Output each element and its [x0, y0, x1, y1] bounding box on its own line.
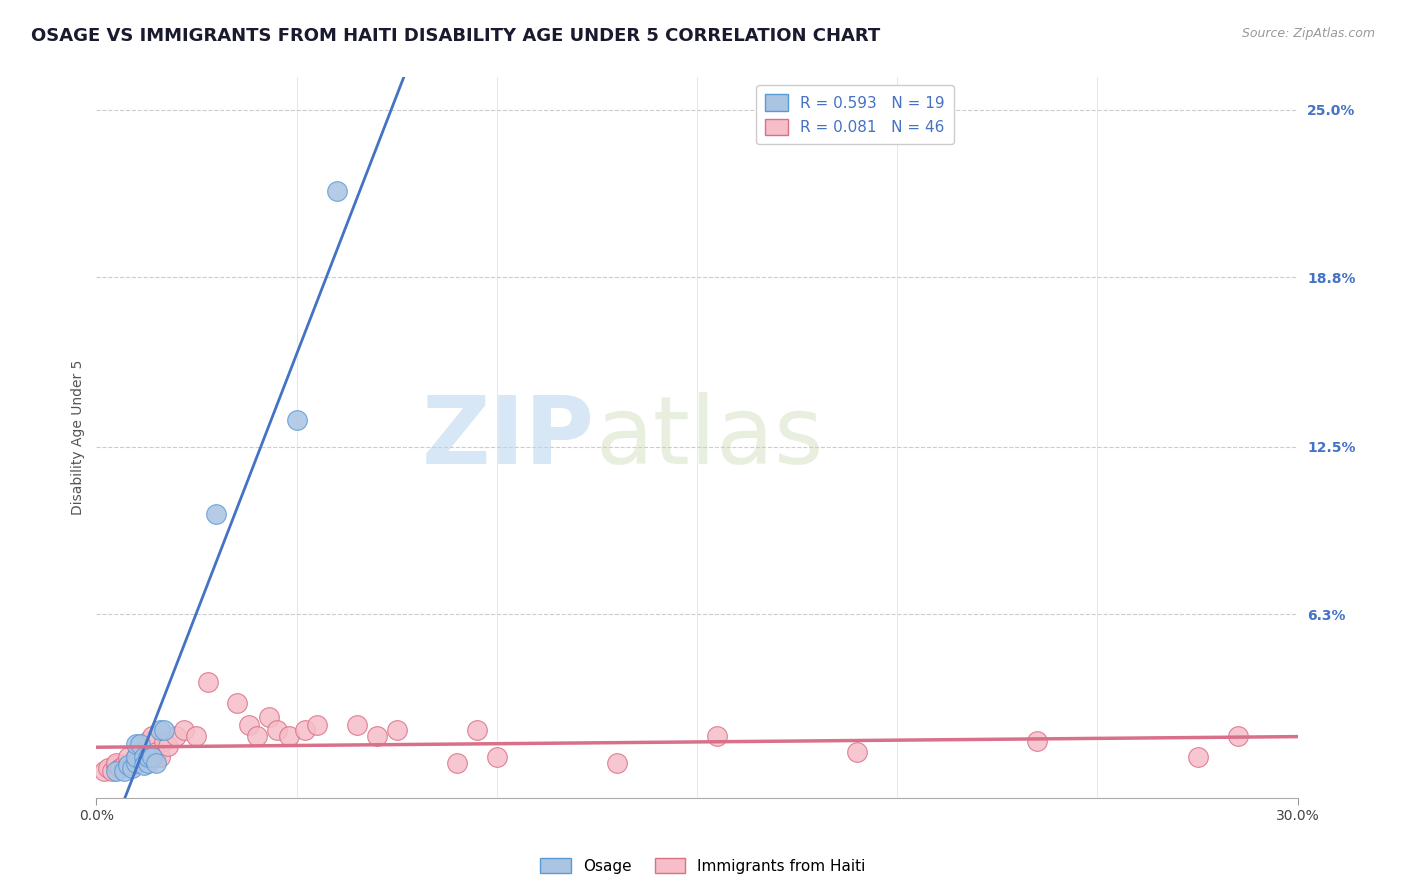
Point: [141, 750, 163, 764]
Point: [105, 764, 128, 778]
Point: [134, 745, 156, 759]
Point: [225, 696, 247, 710]
Point: [117, 756, 139, 770]
Point: [125, 750, 148, 764]
Point: [112, 764, 135, 778]
Point: [141, 729, 163, 743]
Point: [153, 723, 176, 738]
Y-axis label: Disability Age Under 5: Disability Age Under 5: [72, 359, 86, 516]
Point: [145, 745, 167, 759]
Point: [110, 761, 132, 775]
Point: [325, 184, 347, 198]
Point: [145, 750, 167, 764]
Point: [238, 718, 260, 732]
Point: [134, 750, 156, 764]
Point: [706, 729, 728, 743]
Point: [277, 729, 299, 743]
Point: [385, 723, 408, 738]
Legend: R = 0.593   N = 19, R = 0.081   N = 46: R = 0.593 N = 19, R = 0.081 N = 46: [755, 85, 953, 145]
Point: [1226, 729, 1249, 743]
Point: [149, 750, 172, 764]
Point: [134, 758, 156, 772]
Point: [266, 723, 288, 738]
Point: [157, 739, 180, 754]
Point: [173, 723, 195, 738]
Point: [105, 756, 128, 770]
Point: [257, 710, 280, 724]
Point: [366, 729, 388, 743]
Point: [125, 756, 148, 770]
Point: [97, 761, 120, 775]
Point: [1187, 750, 1209, 764]
Point: [606, 756, 628, 770]
Point: [485, 750, 508, 764]
Point: [105, 758, 128, 772]
Point: [117, 758, 139, 772]
Point: [305, 718, 328, 732]
Point: [145, 756, 167, 770]
Point: [121, 758, 143, 772]
Point: [93, 764, 115, 778]
Point: [121, 761, 143, 775]
Point: [245, 729, 267, 743]
Point: [153, 734, 176, 748]
Point: [129, 737, 152, 751]
Point: [138, 756, 160, 770]
Point: [117, 750, 139, 764]
Point: [101, 764, 124, 778]
Point: [186, 729, 208, 743]
Point: [346, 718, 368, 732]
Point: [129, 753, 152, 767]
Point: [125, 750, 148, 764]
Point: [165, 729, 187, 743]
Text: OSAGE VS IMMIGRANTS FROM HAITI DISABILITY AGE UNDER 5 CORRELATION CHART: OSAGE VS IMMIGRANTS FROM HAITI DISABILIT…: [31, 27, 880, 45]
Point: [134, 753, 156, 767]
Point: [125, 756, 148, 770]
Point: [149, 723, 172, 738]
Point: [112, 758, 135, 772]
Text: Source: ZipAtlas.com: Source: ZipAtlas.com: [1241, 27, 1375, 40]
Point: [465, 723, 488, 738]
Point: [446, 756, 468, 770]
Text: atlas: atlas: [595, 392, 823, 483]
Point: [138, 750, 160, 764]
Point: [125, 737, 148, 751]
Legend: Osage, Immigrants from Haiti: Osage, Immigrants from Haiti: [534, 852, 872, 880]
Point: [1026, 734, 1049, 748]
Point: [197, 674, 219, 689]
Text: ZIP: ZIP: [422, 392, 595, 483]
Point: [138, 734, 160, 748]
Point: [205, 508, 228, 522]
Point: [285, 413, 308, 427]
Point: [846, 745, 869, 759]
Point: [294, 723, 316, 738]
